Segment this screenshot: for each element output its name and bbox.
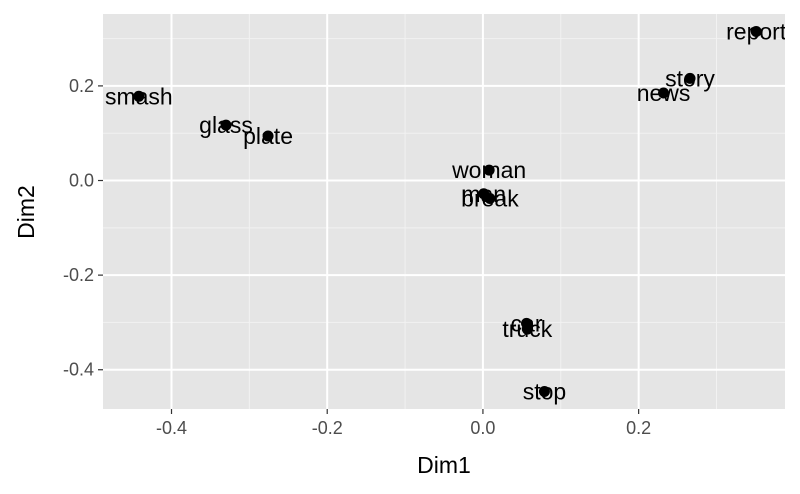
point-label: plate bbox=[243, 123, 293, 149]
axis-ticks: -0.4 -0.2 0.0 0.2 -0.4 -0.2 0.0 0.2 bbox=[63, 76, 651, 438]
data-point bbox=[521, 323, 533, 335]
point-label: report bbox=[726, 19, 787, 45]
point-label: smash bbox=[105, 83, 173, 109]
point-label: glass bbox=[199, 112, 253, 138]
data-point bbox=[658, 87, 670, 99]
data-point bbox=[262, 130, 274, 142]
data-point bbox=[684, 72, 696, 84]
y-tick-label: 0.0 bbox=[69, 171, 94, 191]
data-point bbox=[133, 90, 145, 102]
data-point bbox=[750, 26, 762, 38]
data-point bbox=[483, 164, 495, 176]
data-point bbox=[220, 119, 232, 131]
point-label: story bbox=[665, 65, 715, 91]
x-tick-label: -0.4 bbox=[156, 418, 187, 438]
y-tick-label: -0.2 bbox=[63, 265, 94, 285]
x-tick-label: 0.2 bbox=[626, 418, 651, 438]
y-tick-label: 0.2 bbox=[69, 76, 94, 96]
x-axis-title: Dim1 bbox=[417, 452, 471, 478]
data-point bbox=[538, 385, 550, 397]
point-label: break bbox=[461, 185, 519, 211]
point-label: stop bbox=[523, 378, 566, 404]
y-axis-title: Dim2 bbox=[13, 185, 39, 239]
y-tick-label: -0.4 bbox=[63, 360, 94, 380]
point-label: man bbox=[461, 181, 506, 207]
data-point bbox=[484, 192, 496, 204]
gridlines bbox=[103, 14, 785, 409]
point-label: news bbox=[637, 80, 691, 106]
point-label: car bbox=[511, 310, 543, 336]
x-tick-label: 0.0 bbox=[470, 418, 495, 438]
x-tick-label: -0.2 bbox=[312, 418, 343, 438]
plot-panel bbox=[103, 14, 785, 409]
point-label: woman bbox=[451, 157, 526, 183]
point-label: truck bbox=[502, 316, 552, 342]
points bbox=[133, 26, 762, 397]
